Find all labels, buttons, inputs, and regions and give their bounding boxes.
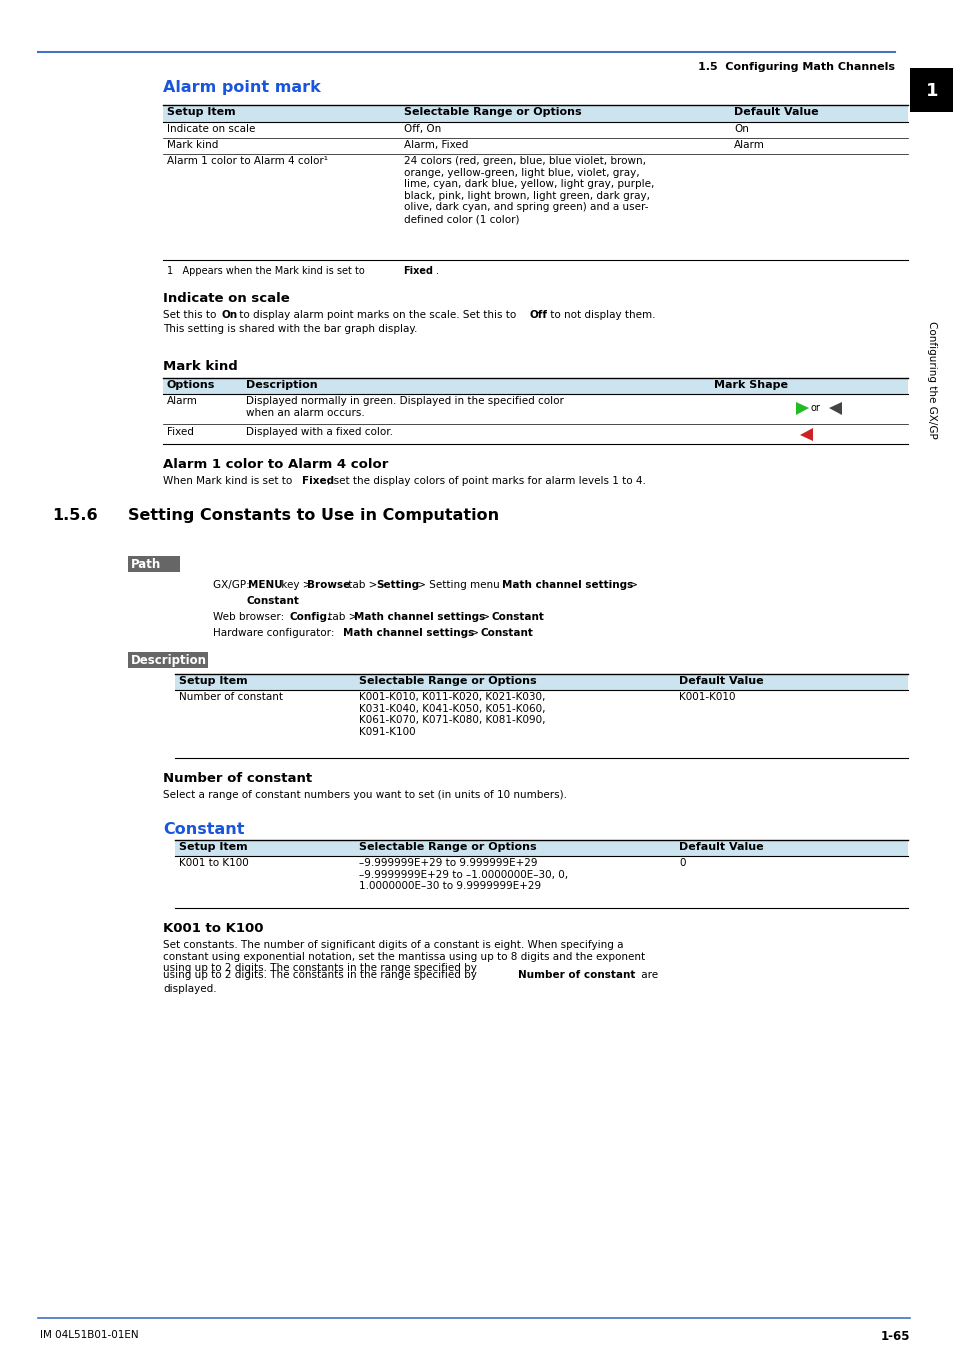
Text: .: .	[436, 266, 438, 275]
Text: 0: 0	[679, 859, 685, 868]
Text: Indicate on scale: Indicate on scale	[167, 124, 255, 134]
Text: Description: Description	[246, 379, 317, 390]
Text: Selectable Range or Options: Selectable Range or Options	[358, 842, 536, 852]
Text: key >: key >	[277, 580, 314, 590]
Text: Hardware configurator:: Hardware configurator:	[213, 628, 337, 639]
Text: Setting Constants to Use in Computation: Setting Constants to Use in Computation	[128, 508, 498, 522]
Bar	[174, 674, 907, 690]
Text: Displayed normally in green. Displayed in the specified color
when an alarm occu: Displayed normally in green. Displayed i…	[246, 396, 563, 417]
Text: Fixed: Fixed	[167, 427, 193, 437]
Text: Description: Description	[131, 653, 207, 667]
Text: K001-K010, K011-K020, K021-K030,
K031-K040, K041-K050, K051-K060,
K061-K070, K07: K001-K010, K011-K020, K021-K030, K031-K0…	[358, 693, 545, 737]
Bar	[128, 652, 208, 668]
Text: Mark kind: Mark kind	[167, 140, 218, 150]
Text: Indicate on scale: Indicate on scale	[163, 292, 290, 305]
Text: K001 to K100: K001 to K100	[163, 922, 263, 936]
Text: Setting: Setting	[375, 580, 418, 590]
Text: Default Value: Default Value	[733, 107, 818, 117]
Text: Options: Options	[167, 379, 215, 390]
Text: Setup Item: Setup Item	[179, 842, 248, 852]
Text: Math channel settings: Math channel settings	[343, 628, 474, 639]
Text: IM 04L51B01-01EN: IM 04L51B01-01EN	[40, 1330, 138, 1341]
Text: Number of constant: Number of constant	[179, 693, 283, 702]
Text: Configuring the GX/GP: Configuring the GX/GP	[926, 321, 936, 439]
Text: displayed.: displayed.	[163, 984, 216, 994]
Text: Mark kind: Mark kind	[163, 360, 237, 373]
Text: Constant: Constant	[492, 612, 544, 622]
Text: or: or	[810, 404, 820, 413]
Text: 1   Appears when the Mark kind is set to: 1 Appears when the Mark kind is set to	[167, 266, 368, 275]
Text: Default Value: Default Value	[679, 676, 762, 686]
Text: Web browser:: Web browser:	[213, 612, 287, 622]
Text: are: are	[638, 971, 658, 980]
Polygon shape	[795, 402, 808, 414]
Text: Set constants. The number of significant digits of a constant is eight. When spe: Set constants. The number of significant…	[163, 940, 644, 973]
Text: Default Value: Default Value	[679, 842, 762, 852]
Text: –9.999999E+29 to 9.999999E+29
–9.9999999E+29 to –1.0000000E–30, 0,
1.0000000E–30: –9.999999E+29 to 9.999999E+29 –9.9999999…	[358, 859, 568, 891]
Bar	[163, 378, 907, 394]
Text: >: >	[625, 580, 638, 590]
Text: Fixed: Fixed	[402, 266, 433, 275]
Text: Alarm 1 color to Alarm 4 color¹: Alarm 1 color to Alarm 4 color¹	[167, 157, 328, 166]
Bar	[128, 556, 180, 572]
Text: Off: Off	[530, 310, 547, 320]
Text: Displayed with a fixed color.: Displayed with a fixed color.	[246, 427, 393, 437]
Text: This setting is shared with the bar graph display.: This setting is shared with the bar grap…	[163, 324, 417, 333]
Text: Constant: Constant	[480, 628, 534, 639]
Text: Mark Shape: Mark Shape	[713, 379, 787, 390]
Text: , set the display colors of point marks for alarm levels 1 to 4.: , set the display colors of point marks …	[327, 477, 645, 486]
Text: Math channel settings: Math channel settings	[501, 580, 633, 590]
Text: Number of constant: Number of constant	[163, 772, 312, 784]
Polygon shape	[800, 428, 812, 441]
Text: 1.5.6: 1.5.6	[52, 508, 97, 522]
Bar	[174, 840, 907, 856]
Text: 1.5  Configuring Math Channels: 1.5 Configuring Math Channels	[698, 62, 894, 72]
Text: Set this to: Set this to	[163, 310, 219, 320]
Text: MENU: MENU	[248, 580, 282, 590]
Polygon shape	[828, 402, 841, 414]
Text: Alarm 1 color to Alarm 4 color: Alarm 1 color to Alarm 4 color	[163, 458, 388, 471]
Text: K001-K010: K001-K010	[679, 693, 735, 702]
Text: 1: 1	[924, 82, 937, 100]
Text: tab >: tab >	[325, 612, 360, 622]
Text: >: >	[477, 612, 493, 622]
Text: Constant: Constant	[247, 595, 299, 606]
Text: Config.: Config.	[290, 612, 332, 622]
Text: Alarm: Alarm	[733, 140, 764, 150]
Text: Selectable Range or Options: Selectable Range or Options	[403, 107, 581, 117]
Bar	[909, 68, 953, 112]
Text: Select a range of constant numbers you want to set (in units of 10 numbers).: Select a range of constant numbers you w…	[163, 790, 566, 801]
Text: to display alarm point marks on the scale. Set this to: to display alarm point marks on the scal…	[235, 310, 519, 320]
Text: Setup Item: Setup Item	[167, 107, 235, 117]
Text: Fixed: Fixed	[302, 477, 334, 486]
Text: Alarm: Alarm	[167, 396, 197, 406]
Text: Selectable Range or Options: Selectable Range or Options	[358, 676, 536, 686]
Text: > Setting menu: > Setting menu	[414, 580, 502, 590]
Text: Math channel settings: Math channel settings	[354, 612, 485, 622]
Text: GX/GP:: GX/GP:	[213, 580, 253, 590]
Text: On: On	[733, 124, 748, 134]
Bar	[163, 105, 907, 122]
Text: Number of constant: Number of constant	[517, 971, 635, 980]
Text: Browse: Browse	[307, 580, 350, 590]
Text: K001 to K100: K001 to K100	[179, 859, 249, 868]
Text: 24 colors (red, green, blue, blue violet, brown,
orange, yellow-green, light blu: 24 colors (red, green, blue, blue violet…	[403, 157, 654, 224]
Text: >: >	[467, 628, 482, 639]
Text: Constant: Constant	[163, 822, 244, 837]
Text: On: On	[222, 310, 238, 320]
Text: Setup Item: Setup Item	[179, 676, 248, 686]
Text: 1-65: 1-65	[880, 1330, 909, 1343]
Text: When Mark kind is set to: When Mark kind is set to	[163, 477, 295, 486]
Text: Alarm point mark: Alarm point mark	[163, 80, 320, 94]
Text: Path: Path	[131, 558, 161, 571]
Text: tab >: tab >	[345, 580, 380, 590]
Text: Alarm, Fixed: Alarm, Fixed	[403, 140, 468, 150]
Text: to not display them.: to not display them.	[546, 310, 655, 320]
Text: Off, On: Off, On	[403, 124, 441, 134]
Text: using up to 2 digits. The constants in the range specified by: using up to 2 digits. The constants in t…	[163, 971, 479, 980]
